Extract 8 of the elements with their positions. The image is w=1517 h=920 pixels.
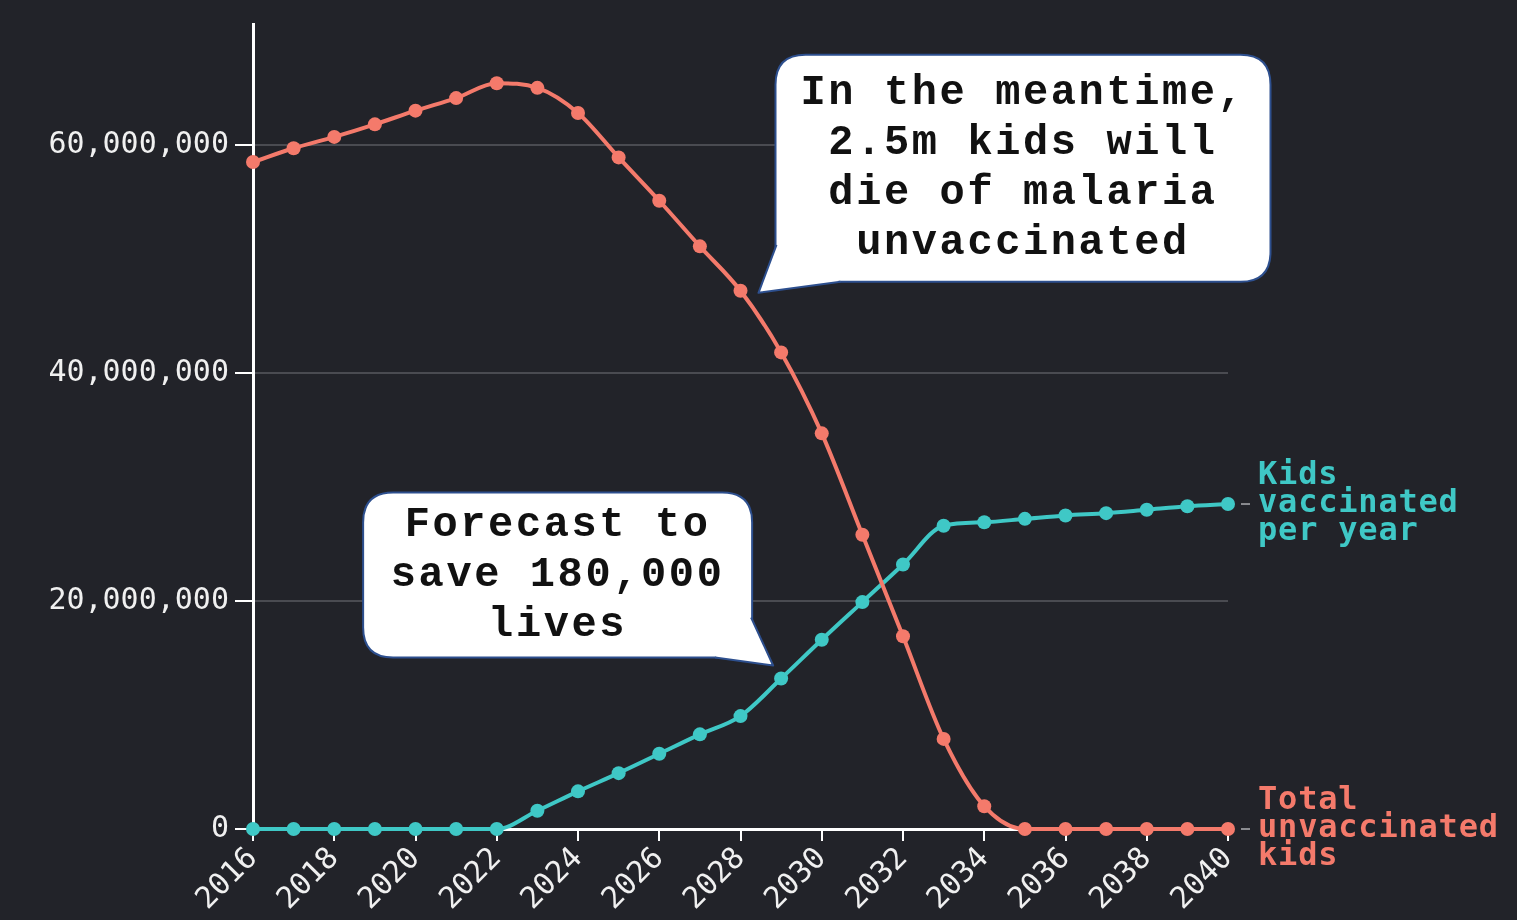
annotation: In the meantime, 2.5m kids will die of malaria unvaccinated xyxy=(799,68,1247,269)
annotation: Forecast to save 180,000 lives xyxy=(389,500,726,650)
y-tick-label: 60,000,000 xyxy=(48,124,229,160)
series-label: Total unvaccinated kids xyxy=(1258,779,1499,874)
y-tick-label: 20,000,000 xyxy=(48,580,229,616)
y-tick-label: 0 xyxy=(210,808,229,844)
series-label: Kids vaccinated per year xyxy=(1258,454,1459,549)
y-tick-label: 40,000,000 xyxy=(48,352,229,388)
